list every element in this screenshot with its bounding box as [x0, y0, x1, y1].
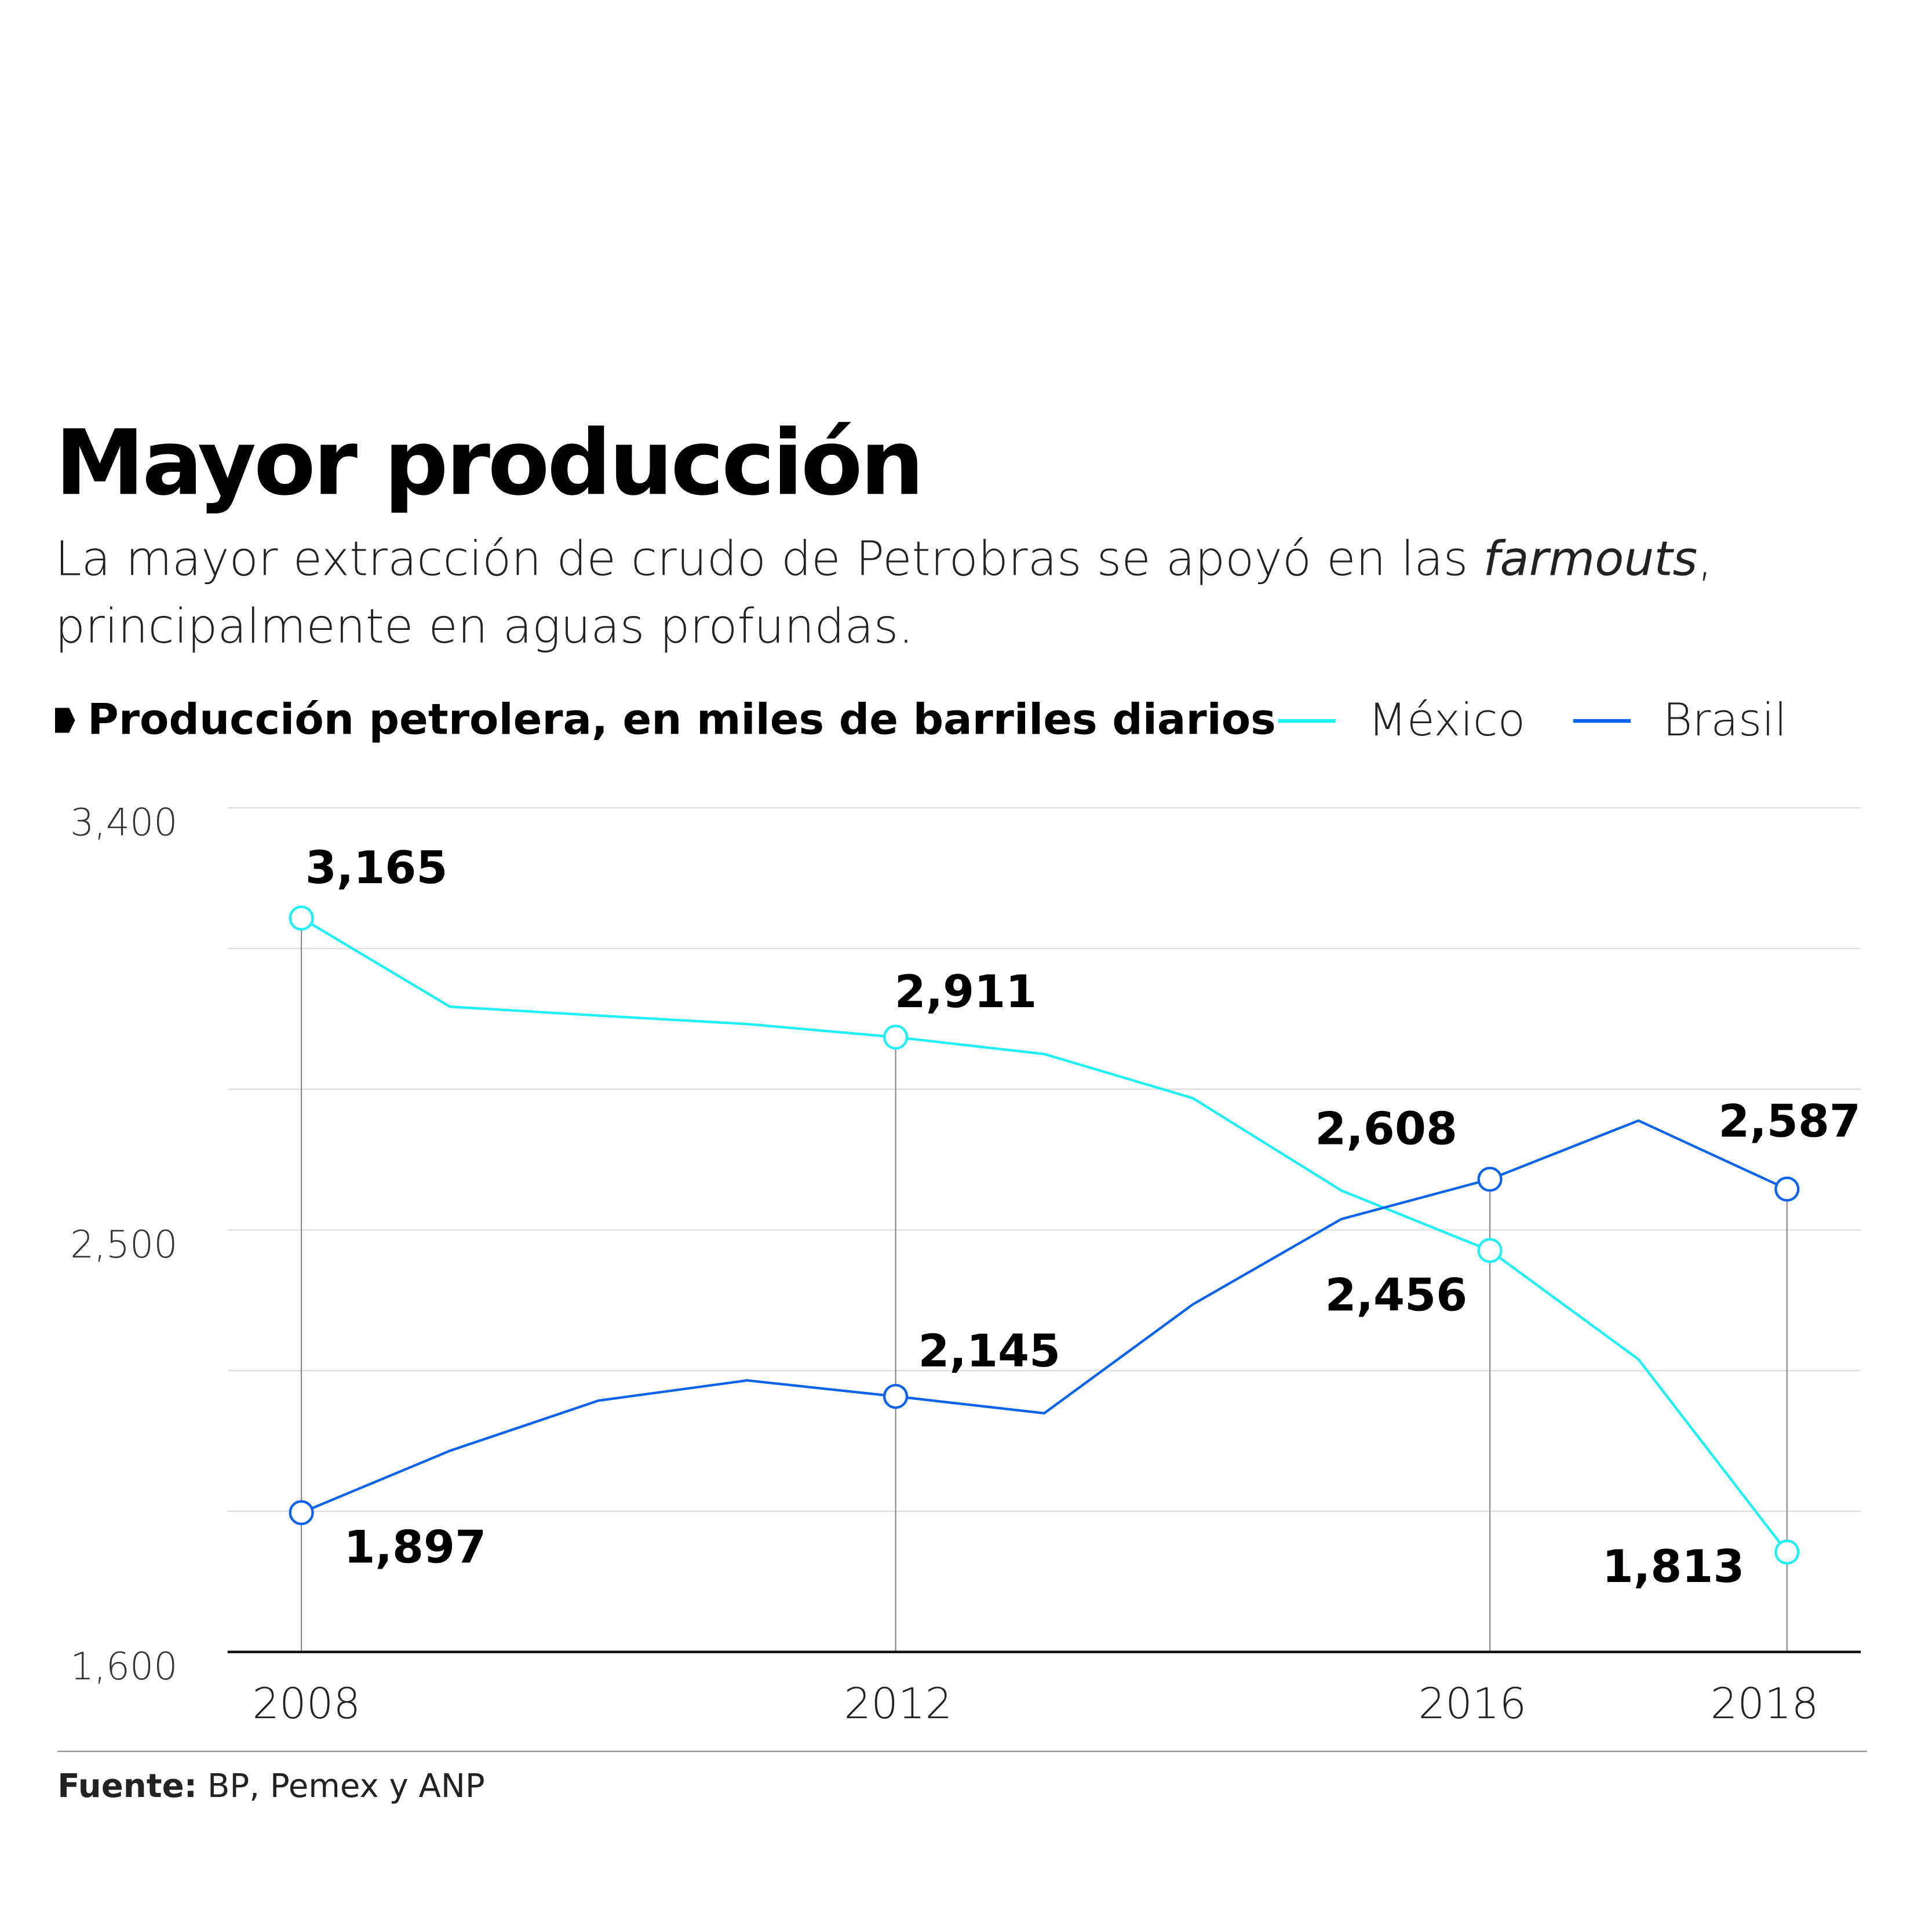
legend: México Brasil — [1278, 695, 1834, 746]
subtitle-text-end: , principalmente en aguas profundas. — [54, 531, 1713, 654]
source: Fuente: BP, Pemex y ANP — [57, 1768, 484, 1806]
legend-label-brasil: Brasil — [1663, 695, 1787, 747]
x-tick-label: 2012 — [844, 1679, 953, 1729]
page-title: Mayor producción — [54, 410, 924, 516]
data-label: 2,456 — [1325, 1270, 1468, 1322]
y-tick-label: 1,600 — [70, 1645, 177, 1689]
data-point — [289, 1500, 314, 1525]
subtitle-italic: farmouts — [1483, 531, 1698, 587]
y-tick-label: 2,500 — [70, 1223, 177, 1267]
data-point — [289, 905, 314, 931]
legend-swatch-brasil — [1573, 719, 1631, 723]
series-line-mexico — [300, 917, 1788, 1553]
footer-divider — [57, 1751, 1867, 1752]
data-label: 2,911 — [895, 966, 1037, 1018]
data-label: 3,165 — [305, 842, 448, 894]
source-text: BP, Pemex y ANP — [197, 1768, 485, 1806]
data-label: 2,145 — [918, 1325, 1060, 1377]
series-line-brasil — [301, 1119, 1788, 1514]
data-label: 1,813 — [1602, 1541, 1745, 1593]
data-label: 2,608 — [1315, 1103, 1457, 1155]
legend-label-mexico: México — [1368, 695, 1526, 747]
subtitle-text: La mayor extracción de crudo de Petrobra… — [54, 531, 1483, 587]
subtitle: La mayor extracción de crudo de Petrobra… — [55, 525, 1881, 660]
x-tick-label: 2008 — [252, 1679, 360, 1729]
legend-swatch-mexico — [1278, 719, 1336, 723]
x-tick-label: 2016 — [1418, 1679, 1526, 1729]
data-point — [1774, 1539, 1800, 1565]
legend-item-mexico: México — [1278, 695, 1525, 746]
data-label: 1,897 — [344, 1522, 486, 1574]
chart-title-text: Producción petrolera, en miles de barril… — [88, 695, 1276, 746]
source-label: Fuente: — [57, 1768, 198, 1806]
data-point — [883, 1384, 909, 1409]
data-point — [1477, 1238, 1503, 1263]
data-point — [1477, 1167, 1503, 1192]
chart-title: Producción petrolera, en miles de barril… — [54, 695, 1276, 746]
legend-item-brasil: Brasil — [1573, 695, 1787, 746]
data-label: 2,587 — [1718, 1095, 1861, 1147]
data-point — [883, 1025, 909, 1050]
x-tick-label: 2018 — [1711, 1679, 1819, 1729]
data-point — [1774, 1176, 1800, 1202]
y-tick-label: 3,400 — [70, 801, 177, 845]
